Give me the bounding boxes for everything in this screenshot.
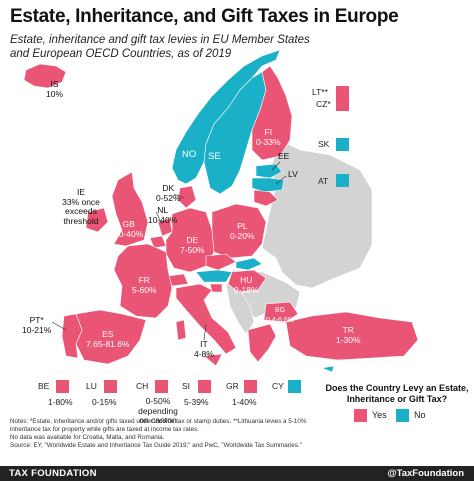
- notes-source: Source: EY, "Worldwide Estate and Inheri…: [10, 442, 302, 449]
- country-at[interactable]: [195, 269, 233, 283]
- label-se: SE: [208, 151, 221, 162]
- small-state-box-be[interactable]: [56, 380, 69, 393]
- small-state-box-cy[interactable]: [288, 380, 301, 393]
- side-label-at: AT: [318, 176, 329, 186]
- small-state-rate-lu: 0-15%: [92, 397, 117, 407]
- label-ee: EE: [278, 151, 290, 161]
- country-dk[interactable]: [177, 185, 197, 209]
- small-state-label-gr: GR: [226, 381, 239, 391]
- side-box-sk[interactable]: [336, 138, 349, 151]
- country-lv[interactable]: [251, 177, 285, 193]
- country-fi[interactable]: [251, 65, 293, 161]
- small-state-box-si[interactable]: [198, 380, 211, 393]
- map-subtitle: Estate, inheritance and gift tax levies …: [10, 34, 310, 60]
- label-nl: NL 10-40%: [148, 205, 178, 225]
- label-pl: PL 0-20%: [230, 221, 255, 241]
- label-de: DE 7-50%: [180, 235, 205, 255]
- country-bg[interactable]: [263, 301, 299, 323]
- small-state-rate-si: 5-39%: [184, 397, 209, 407]
- label-no: NO: [182, 149, 197, 160]
- country-is[interactable]: [23, 63, 67, 89]
- side-box-cz[interactable]: [336, 98, 349, 111]
- footer-brand: TAX FOUNDATION: [9, 468, 97, 479]
- leader-pt: [51, 321, 67, 331]
- country-it-sicily[interactable]: [203, 353, 223, 367]
- legend-no-swatch: [396, 409, 409, 422]
- label-dk: DK 0-52%: [156, 183, 181, 203]
- country-de[interactable]: [165, 207, 215, 273]
- label-tr: TR 1-30%: [336, 325, 361, 345]
- leader-nl: [155, 211, 163, 225]
- label-hu: HU 9-18%: [234, 275, 259, 295]
- side-label-sk: SK: [318, 139, 330, 149]
- side-label-cz: CZ*: [316, 99, 331, 109]
- notes-line: No data was available for Croatia, Malta…: [10, 434, 165, 441]
- footer-handle[interactable]: @TaxFoundation: [387, 468, 464, 479]
- small-state-box-lu[interactable]: [104, 380, 117, 393]
- legend-yes-label: Yes: [372, 410, 387, 420]
- map-title: Estate, Inheritance, and Gift Taxes in E…: [10, 6, 399, 27]
- country-gb[interactable]: [111, 171, 149, 247]
- label-pt: PT* 10-21%: [22, 315, 52, 335]
- small-state-label-cy: CY: [272, 381, 284, 391]
- label-lv: LV: [288, 169, 298, 179]
- label-fi: FI 0-33%: [256, 127, 281, 147]
- legend-question: Does the Country Levy an Estate, Inherit…: [325, 383, 469, 404]
- label-fr: FR 5-60%: [132, 275, 157, 295]
- label-ie: IE 33% once exceeds threshold: [62, 187, 100, 226]
- small-state-rate-be: 1-80%: [48, 397, 73, 407]
- country-hu[interactable]: [227, 269, 267, 293]
- label-es: ES 7.65-81.6%: [86, 329, 130, 349]
- label-bg: BG 0.4-6.6%: [266, 307, 295, 324]
- small-state-box-gr[interactable]: [244, 380, 257, 393]
- small-state-rate-ch: 0-50% depending on canton: [138, 396, 178, 425]
- small-state-box-ch[interactable]: [155, 380, 168, 393]
- country-pl[interactable]: [211, 203, 267, 259]
- small-state-label-ch: CH: [136, 381, 149, 391]
- notes-line: Notes: *Estate, inheritance and/or gifts…: [10, 418, 307, 433]
- no-data-balkans: [225, 283, 255, 335]
- side-box-lt[interactable]: [336, 86, 349, 99]
- small-state-label-lu: LU: [86, 381, 97, 391]
- leader-it: [203, 323, 207, 341]
- small-state-rate-gr: 1-40%: [232, 397, 257, 407]
- footer-bar: TAX FOUNDATION @TaxFoundation: [0, 466, 474, 481]
- legend-yes-swatch: [354, 409, 367, 422]
- country-cz[interactable]: [205, 253, 237, 271]
- country-sk[interactable]: [235, 257, 263, 271]
- label-is: IS 10%: [46, 79, 64, 99]
- country-si[interactable]: [209, 283, 223, 293]
- country-cy[interactable]: [320, 365, 335, 373]
- side-box-at[interactable]: [336, 174, 349, 187]
- country-tr[interactable]: [285, 311, 419, 361]
- country-gr[interactable]: [247, 323, 277, 363]
- country-fr[interactable]: [113, 243, 173, 319]
- notes: Notes: *Estate, inheritance and/or gifts…: [10, 418, 310, 450]
- side-label-lt: LT**: [312, 87, 328, 97]
- small-state-label-be: BE: [38, 381, 50, 391]
- leader-lv: [275, 175, 287, 185]
- legend-no-label: No: [414, 410, 426, 420]
- country-ie[interactable]: [85, 207, 109, 233]
- leader-dk: [173, 193, 185, 199]
- country-lt[interactable]: [253, 189, 279, 207]
- country-ee[interactable]: [255, 163, 283, 179]
- small-state-label-si: SI: [182, 381, 191, 391]
- country-pt[interactable]: [61, 313, 83, 359]
- no-data-landmass: [261, 139, 373, 289]
- country-it-sardinia[interactable]: [175, 319, 187, 341]
- leader-ee: [271, 161, 281, 171]
- label-it: IT 4-8%: [194, 339, 214, 359]
- label-gb: GB 20-40%: [114, 219, 144, 239]
